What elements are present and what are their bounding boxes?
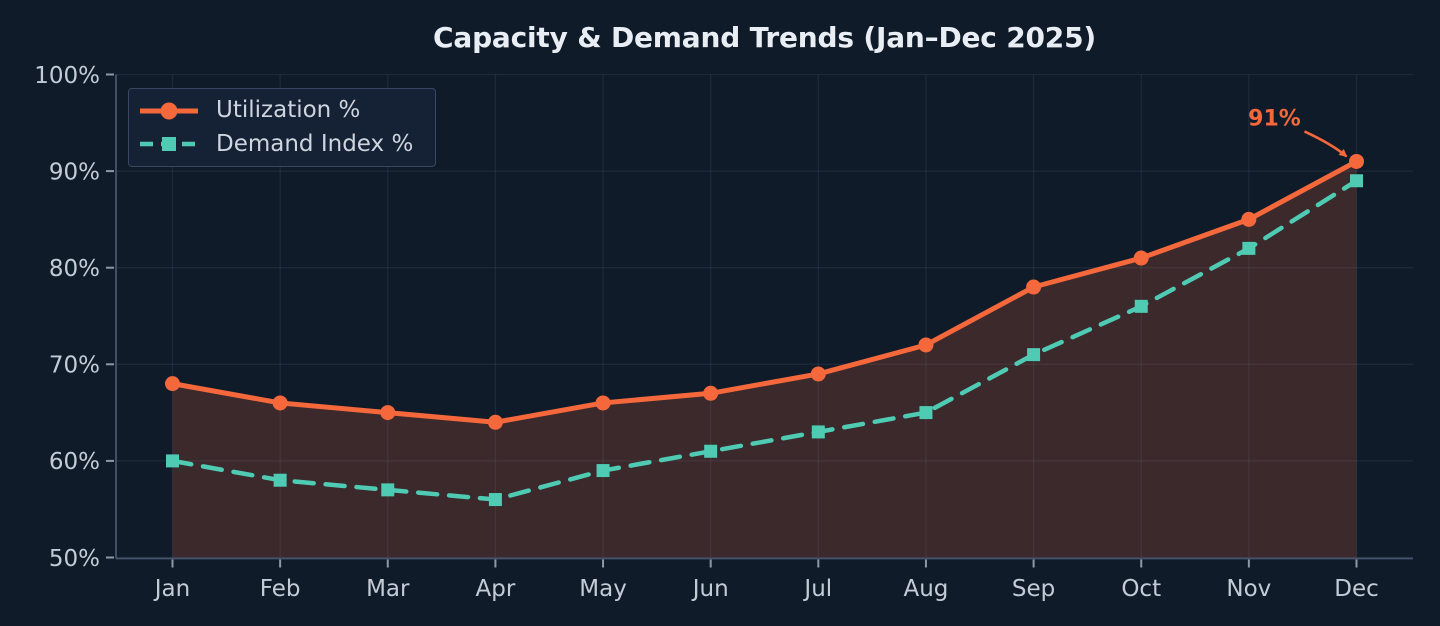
utilization-marker — [272, 395, 288, 411]
x-tick-label: Oct — [1121, 576, 1161, 602]
y-tick-label: 90% — [49, 159, 100, 185]
utilization-marker — [810, 366, 826, 382]
utilization-marker — [918, 337, 934, 353]
legend-swatch-demand-index — [140, 137, 198, 152]
legend-swatch-utilization — [140, 102, 198, 120]
x-tick-label: Mar — [366, 576, 410, 602]
legend-item-utilization: Utilization % — [137, 99, 435, 122]
demand-index-line — [170, 178, 1359, 502]
y-tick-label: 60% — [49, 449, 100, 475]
y-tick-label: 100% — [34, 63, 100, 89]
x-tick-label: Jan — [153, 576, 190, 602]
x-tick-label: Jun — [691, 576, 729, 602]
x-tick-label: Jul — [802, 576, 832, 602]
legend-label: Demand Index % — [216, 130, 414, 157]
utilization-marker — [165, 376, 180, 392]
demand-index-marker — [1027, 348, 1041, 362]
utilization-marker — [1349, 153, 1364, 169]
chart-legend: Utilization % Demand Index % — [128, 88, 436, 167]
x-tick-label: Feb — [260, 576, 301, 602]
utilization-area-fill — [172, 161, 1357, 558]
utilization-marker — [703, 385, 719, 401]
demand-index-marker — [273, 473, 287, 487]
annotation-label: 91% — [1248, 106, 1301, 131]
demand-index-marker — [1350, 174, 1363, 188]
demand-index-marker — [596, 464, 610, 478]
legend-label: Utilization % — [216, 97, 361, 124]
x-tick-label: Nov — [1226, 576, 1271, 602]
x-tick-label: Apr — [476, 576, 516, 602]
x-tick-label: Sep — [1012, 576, 1055, 602]
y-tick-label: 70% — [49, 353, 100, 379]
y-tick-label: 80% — [49, 256, 100, 282]
demand-index-marker — [488, 493, 502, 507]
utilization-marker — [380, 405, 396, 421]
demand-index-marker — [1242, 241, 1256, 255]
x-tick-label: May — [579, 576, 627, 602]
x-tick-label: Dec — [1334, 576, 1379, 602]
utilization-marker — [487, 414, 503, 430]
demand-index-marker — [811, 425, 825, 439]
x-tick-label: Aug — [903, 576, 948, 602]
chart-title: Capacity & Demand Trends (Jan–Dec 2025) — [433, 21, 1096, 54]
utilization-marker — [595, 395, 611, 411]
annotation-arrow — [1303, 130, 1348, 158]
demand-index-marker — [166, 454, 179, 468]
demand-index-marker — [1134, 299, 1148, 313]
y-tick-label: 50% — [49, 546, 100, 572]
legend-item-demand-index: Demand Index % — [137, 130, 435, 157]
utilization-marker — [1133, 250, 1149, 266]
demand-index-marker — [381, 483, 395, 497]
utilization-marker — [1026, 279, 1042, 295]
utilization-line — [170, 158, 1359, 425]
demand-index-marker — [704, 444, 718, 458]
demand-index-marker — [919, 406, 933, 420]
utilization-marker — [1241, 211, 1257, 227]
